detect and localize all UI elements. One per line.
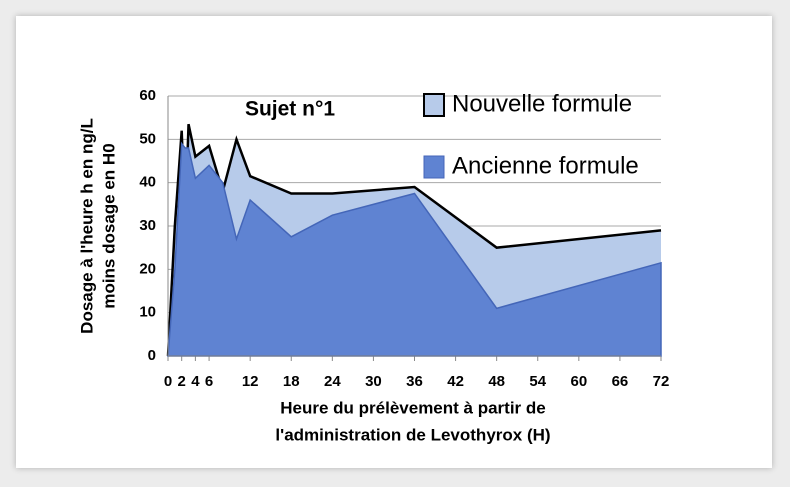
x-tick-label: 48 <box>488 373 505 390</box>
x-tick-label: 18 <box>283 373 300 390</box>
legend-label: Nouvelle formule <box>452 90 632 117</box>
y-tick-label: 50 <box>139 130 156 147</box>
y-axis-label: Dosage à l'heure h en ng/L <box>77 118 96 334</box>
x-tick-label: 72 <box>653 373 670 390</box>
legend-swatch <box>423 155 445 179</box>
x-tick-label: 54 <box>529 373 546 390</box>
legend-label: Ancienne formule <box>452 152 639 179</box>
x-axis-label: l'administration de Levothyrox (H) <box>275 425 550 444</box>
x-tick-label: 66 <box>612 373 629 390</box>
x-tick-label: 24 <box>324 373 341 390</box>
x-tick-label: 0 <box>164 373 172 390</box>
y-tick-label: 0 <box>148 347 156 364</box>
y-tick-label: 20 <box>139 260 156 277</box>
chart-title: Sujet n°1 <box>245 98 335 121</box>
y-tick-label: 60 <box>139 87 156 104</box>
x-axis-label: Heure du prélèvement à partir de <box>280 398 545 417</box>
y-tick-label: 40 <box>139 174 156 191</box>
legend-swatch <box>423 93 445 117</box>
x-tick-label: 4 <box>191 373 200 390</box>
x-tick-label: 42 <box>447 373 464 390</box>
x-tick-label: 36 <box>406 373 423 390</box>
x-tick-label: 12 <box>242 373 259 390</box>
y-axis-label: moins dosage en H0 <box>99 143 118 308</box>
x-tick-label: 6 <box>205 373 213 390</box>
x-tick-label: 60 <box>570 373 587 390</box>
x-tick-label: 30 <box>365 373 382 390</box>
area <box>167 141 662 357</box>
x-tick-label: 2 <box>178 373 186 390</box>
y-tick-label: 10 <box>139 304 156 321</box>
y-tick-label: 30 <box>139 217 156 234</box>
